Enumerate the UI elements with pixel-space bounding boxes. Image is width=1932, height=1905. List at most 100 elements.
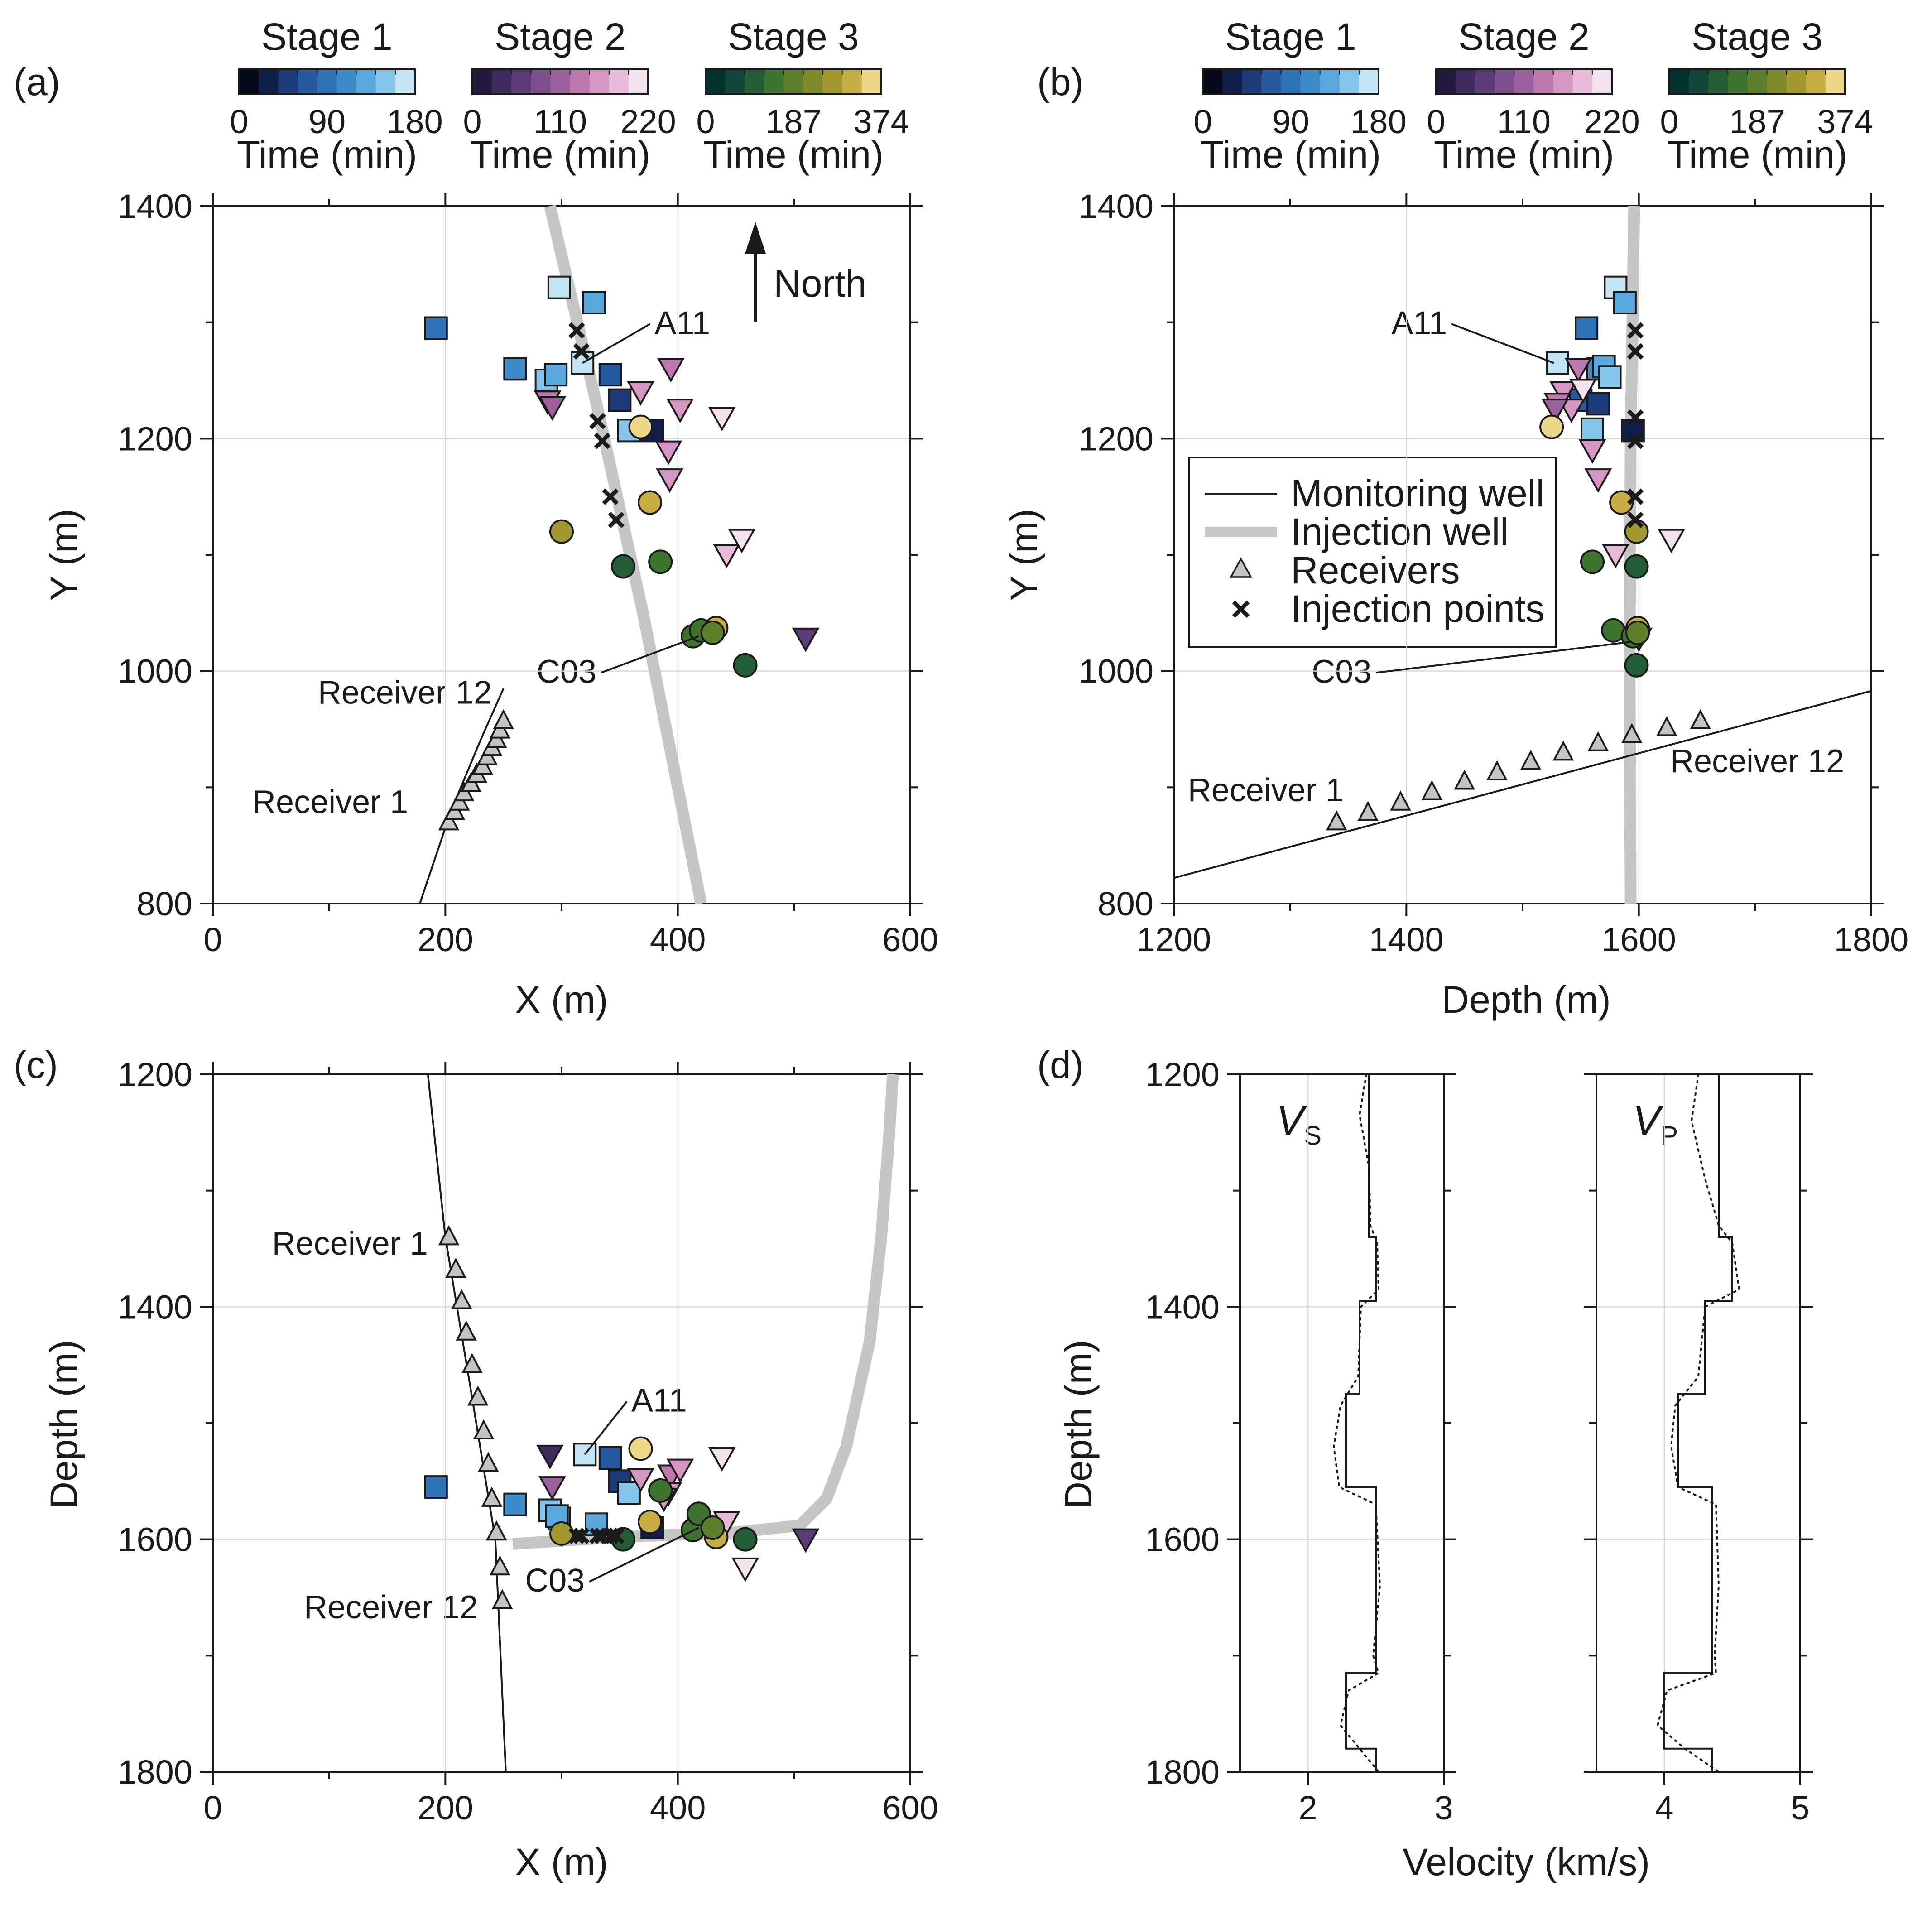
- panel-a-injection-point: [589, 413, 606, 430]
- panel-a-receiver: [438, 810, 460, 831]
- panel-a-stage2-event: [538, 396, 566, 421]
- panel-b-injection-well: [1624, 206, 1640, 904]
- panel-a-stage2-event: [627, 381, 654, 406]
- colorbar-a1-swatch: [336, 69, 357, 94]
- panel-a-ytick-label: 1000: [118, 653, 192, 690]
- panel-b-ytick-label: 1000: [1079, 653, 1153, 690]
- legend-monitoring-well-label: Monitoring well: [1291, 472, 1544, 515]
- colorbar-b1-swatch: [1281, 69, 1301, 94]
- north-arrow-head: [745, 222, 766, 254]
- panel-c-receiver: [489, 1555, 511, 1576]
- colorbar-a2-swatch: [570, 69, 590, 94]
- panel-d-vp-model-velocity: [1663, 1074, 1733, 1772]
- colorbar-b2-tick-0: 0: [1427, 103, 1445, 140]
- annotation-a11-b: A11: [1391, 305, 1447, 341]
- panel-label-a: (a): [14, 61, 60, 103]
- panel-b-stage1-event: [1575, 316, 1599, 340]
- colorbar-b2-swatch: [1495, 69, 1514, 94]
- panel-b-stage1-event: [1613, 291, 1637, 315]
- panel-a-stage2-event: [654, 440, 682, 465]
- colorbar-a1-frame: [238, 68, 416, 95]
- panel-b-receiver: [1421, 780, 1443, 800]
- panel-d-vs-model-velocity: [1345, 1074, 1377, 1772]
- colorbar-a2-swatch: [550, 69, 571, 94]
- panel-c-stage1-event: [503, 1492, 527, 1516]
- colorbar-a3-label: Time (min): [703, 133, 884, 176]
- colorbar-b1-swatch: [1359, 69, 1379, 94]
- panel-c-injection-point: [608, 1527, 625, 1544]
- colorbar-b1-label: Time (min): [1201, 133, 1381, 176]
- panel-c-receiver: [485, 1520, 507, 1541]
- colorbar-a3-swatch: [822, 69, 843, 94]
- panel-b-annotation-leader: [1376, 641, 1630, 674]
- panel-c-stage3-event: [648, 1478, 673, 1503]
- colorbar-a3-tick-0: 0: [696, 103, 715, 140]
- colorbar-a2-swatch: [589, 69, 610, 94]
- panel-b-stage2-event: [1578, 439, 1606, 464]
- panel-d-vp-xtick-label: 5: [1791, 1789, 1809, 1827]
- panel-c-frame: [212, 1073, 911, 1773]
- panel-b-ylabel: Y (m): [1003, 509, 1045, 601]
- panel-label-b: (b): [1037, 61, 1084, 103]
- panel-c-xtick-label: 0: [203, 1789, 222, 1827]
- panel-b-receiver: [1621, 723, 1643, 743]
- panel-c-stage3-event: [733, 1527, 758, 1552]
- panel-a-ytick-label: 1400: [118, 188, 192, 225]
- panel-b-stage3-event: [1580, 549, 1605, 574]
- colorbar-a3-swatch: [745, 69, 764, 94]
- panel-b-stage1-event: [1581, 417, 1604, 441]
- colorbar-b2-swatch: [1592, 69, 1612, 94]
- colorbar-a3-swatch: [706, 69, 726, 94]
- panel-b-receiver: [1520, 750, 1542, 770]
- colorbar-b2-tick-1: 110: [1497, 103, 1551, 140]
- panel-a-ytick-label: 800: [137, 885, 192, 923]
- colorbar-a3-swatch: [803, 69, 823, 94]
- panel-c-stage2-event: [666, 1458, 694, 1483]
- panel-a-xlabel: X (m): [515, 978, 608, 1021]
- panel-a-stage3-event: [733, 653, 758, 678]
- colorbar-a1-swatch: [278, 69, 298, 94]
- colorbar-a1-label: Time (min): [237, 133, 417, 176]
- panel-d-vp-frame: [1596, 1073, 1801, 1773]
- panel-a-stage3-event: [700, 620, 725, 645]
- panel-c-stage2-event: [536, 1444, 564, 1469]
- colorbar-b2-swatch: [1514, 69, 1534, 94]
- colorbar-a1-swatch: [395, 69, 415, 94]
- panel-c-receiver: [467, 1385, 489, 1406]
- colorbar-a3-swatch: [783, 69, 804, 94]
- panel-b-ytick-label: 800: [1098, 885, 1153, 923]
- panel-a-stage3-event: [648, 549, 673, 574]
- panel-a-xtick-label: 600: [882, 921, 938, 958]
- receiver-1-label-b: Receiver 1: [1188, 772, 1344, 808]
- panel-b-annotation-leader: [1451, 323, 1555, 364]
- panel-a-stage1-event: [598, 363, 622, 387]
- panel-b-injection-point: [1627, 488, 1644, 505]
- colorbar-b3-swatch: [1669, 69, 1689, 94]
- panel-d-ylabel: Depth (m): [1057, 1340, 1100, 1509]
- panel-c-stage3-event: [638, 1510, 663, 1535]
- panel-c-ytick-label: 1600: [118, 1521, 192, 1559]
- colorbar-a3-swatch: [764, 69, 784, 94]
- panel-c-stage1-event: [598, 1446, 622, 1470]
- panel-b-receiver: [1656, 716, 1677, 736]
- panel-a-stage2-event: [792, 627, 820, 652]
- panel-c: X (m) Depth (m) A11 C03 Receiver 1 Recei…: [43, 1056, 938, 1883]
- panel-d-vs-frame: [1239, 1073, 1445, 1773]
- colorbar-a2-tick-2: 220: [620, 103, 676, 140]
- panel-a-ylabel: Y (m): [43, 509, 85, 601]
- receiver-1-label-c: Receiver 1: [272, 1226, 428, 1262]
- colorbar-b1-swatch: [1339, 69, 1360, 94]
- colorbar-a1-swatch: [239, 69, 259, 94]
- panel-a-injection-point: [594, 433, 611, 449]
- panel-b-receiver: [1587, 731, 1609, 751]
- legend-injection-points-label: Injection points: [1291, 587, 1544, 630]
- panel-a-injection-well: [544, 205, 707, 905]
- panel-b-xlabel: Depth (m): [1442, 978, 1610, 1021]
- panel-a-stage3-event: [611, 554, 636, 579]
- panel-c-injection-well: [512, 1074, 899, 1550]
- colorbars-panel-a: Stage 1 Stage 2 Stage 3 0 90 180 0 110 2…: [230, 15, 909, 176]
- north-label: North: [774, 262, 866, 305]
- colorbar-a2-swatch: [511, 69, 531, 94]
- colorbar-b3-swatch: [1825, 69, 1845, 94]
- panel-c-monitoring-well: [427, 1074, 507, 1772]
